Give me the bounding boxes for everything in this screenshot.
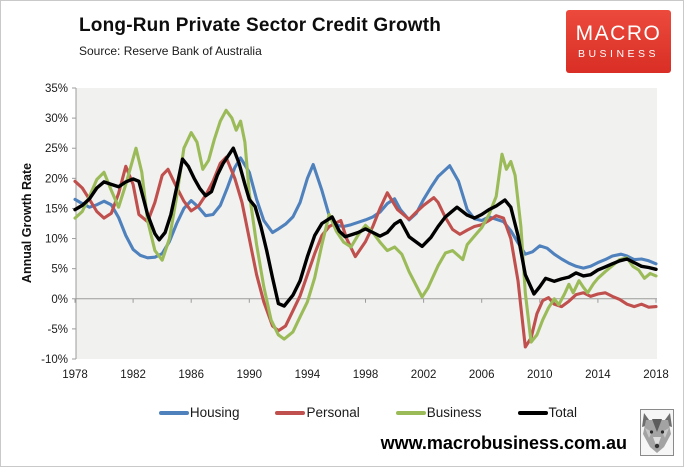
- svg-text:0%: 0%: [51, 294, 68, 306]
- legend-label: Personal: [306, 405, 360, 420]
- personal-line-swatch: [275, 410, 306, 415]
- housing-line-swatch: [158, 410, 189, 415]
- macrobusiness-logo[interactable]: MACRO BUSINESS: [566, 10, 671, 73]
- svg-text:5%: 5%: [51, 264, 68, 276]
- legend-item-personal: Personal: [275, 405, 360, 420]
- svg-text:2014: 2014: [585, 369, 611, 381]
- chart-legend: Housing Personal Business Total: [27, 405, 683, 420]
- svg-text:2002: 2002: [411, 369, 437, 381]
- logo-line1: MACRO: [575, 22, 662, 45]
- page-title: Long-Run Private Sector Credit Growth: [79, 15, 442, 36]
- svg-text:1994: 1994: [295, 369, 321, 381]
- svg-text:15%: 15%: [45, 203, 68, 215]
- svg-text:20%: 20%: [45, 173, 68, 185]
- svg-text:2018: 2018: [643, 369, 669, 381]
- source-note: Source: Reserve Bank of Australia: [79, 44, 262, 58]
- legend-item-total: Total: [517, 405, 578, 420]
- logo-line2: BUSINESS: [577, 48, 660, 60]
- svg-text:2006: 2006: [469, 369, 495, 381]
- legend-label: Housing: [189, 405, 240, 420]
- svg-text:10%: 10%: [45, 234, 68, 246]
- svg-text:35%: 35%: [45, 83, 68, 95]
- svg-text:2010: 2010: [527, 369, 553, 381]
- svg-text:1978: 1978: [62, 369, 88, 381]
- legend-item-business: Business: [395, 405, 482, 420]
- wolf-logo-icon: [640, 409, 674, 456]
- business-line-swatch: [395, 410, 426, 415]
- svg-text:1982: 1982: [120, 369, 146, 381]
- svg-text:30%: 30%: [45, 113, 68, 125]
- credit-growth-line-chart: 35% 30% 25% 20% 15% 10% 5% 0% -5% -10% 1978 1982 198…: [41, 83, 669, 381]
- legend-label: Total: [548, 405, 578, 420]
- legend-item-housing: Housing: [158, 405, 240, 420]
- website-link[interactable]: www.macrobusiness.com.au: [380, 433, 627, 453]
- svg-text:-10%: -10%: [41, 354, 68, 366]
- svg-text:-5%: -5%: [48, 324, 68, 336]
- svg-text:1990: 1990: [237, 369, 263, 381]
- svg-text:25%: 25%: [45, 143, 68, 155]
- svg-text:1998: 1998: [353, 369, 379, 381]
- total-line-swatch: [517, 410, 548, 415]
- legend-label: Business: [426, 405, 482, 420]
- svg-text:1986: 1986: [178, 369, 204, 381]
